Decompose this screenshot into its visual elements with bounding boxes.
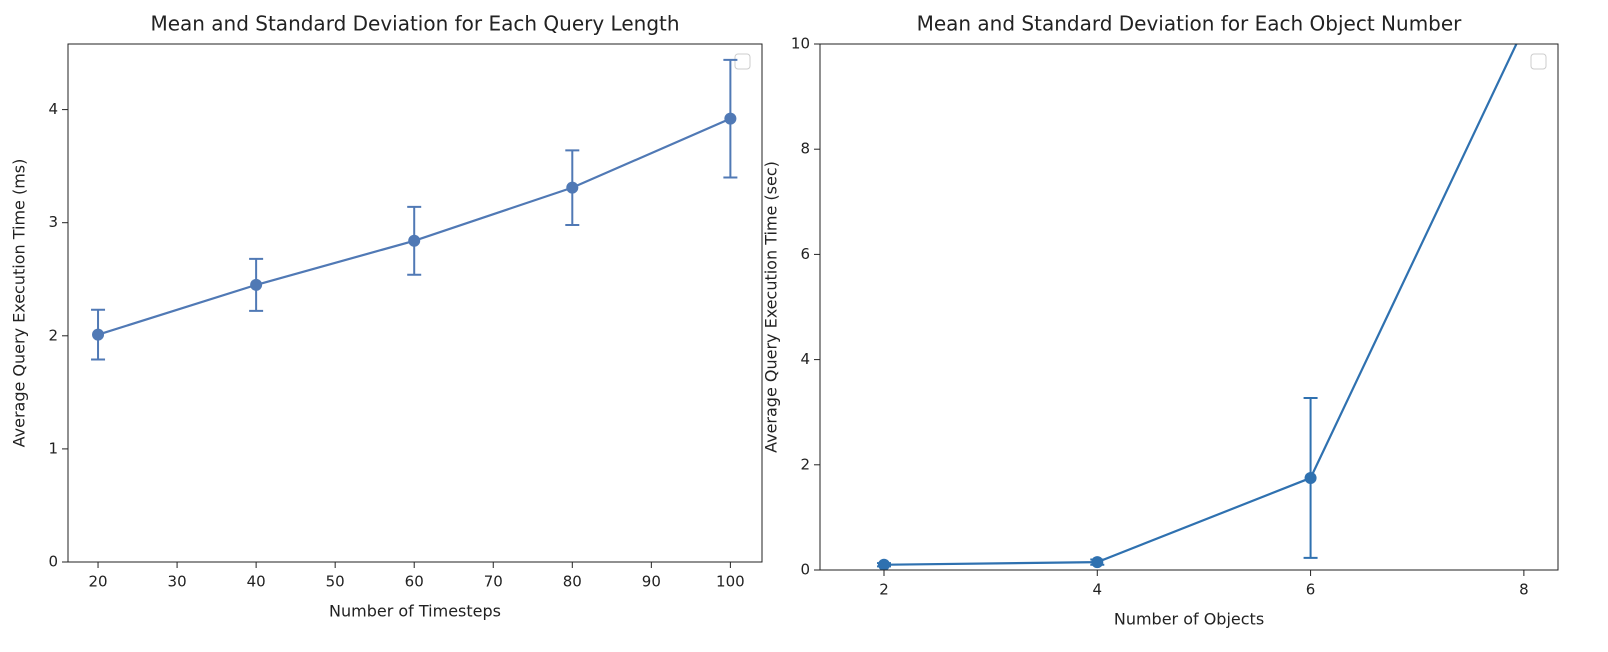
y-tick-label: 4 (48, 100, 58, 118)
y-tick-label: 3 (48, 213, 58, 231)
y-tick-label: 2 (48, 326, 58, 344)
plot-area (91, 58, 738, 361)
x-tick-label: 8 (1519, 581, 1529, 599)
chart-title: Mean and Standard Deviation for Each Obj… (917, 12, 1463, 36)
x-tick-label: 4 (1093, 581, 1103, 599)
axes-frame (67, 43, 763, 563)
point (877, 558, 890, 570)
y-axis-label: Average Query Execution Time (ms) (10, 159, 29, 448)
x-tick-label: 90 (642, 573, 661, 591)
point (1518, 22, 1530, 34)
y-tick-label: 8 (800, 140, 810, 158)
x-tick-label: 100 (716, 573, 745, 591)
point (1091, 556, 1104, 569)
x-tick-label: 6 (1306, 581, 1316, 599)
x-axis-label: Number of Timesteps (329, 602, 501, 621)
y-axis-label: Average Query Execution Time (sec) (762, 161, 781, 453)
x-tick-label: 50 (326, 573, 345, 591)
y-tick-label: 0 (800, 561, 810, 579)
y-tick-label: 10 (791, 35, 810, 53)
x-tick-label: 70 (484, 573, 503, 591)
y-tick-label: 1 (48, 439, 58, 457)
y-tick-label: 6 (800, 245, 810, 263)
x-tick-label: 80 (563, 573, 582, 591)
line (883, 44, 1518, 566)
point (250, 278, 263, 291)
point (724, 112, 737, 125)
chart-title: Mean and Standard Deviation for Each Que… (150, 12, 679, 36)
plot-area (876, 22, 1530, 570)
legend-box (734, 53, 751, 70)
point (92, 328, 105, 341)
axes-frame (819, 43, 1559, 571)
x-tick-label: 30 (168, 573, 187, 591)
x-tick-label: 40 (247, 573, 266, 591)
point (566, 181, 579, 194)
legend-box (1530, 53, 1547, 70)
y-tick-label: 2 (800, 455, 810, 473)
y-tick-label: 0 (48, 553, 58, 571)
y-tick-label: 4 (800, 350, 810, 368)
x-tick-label: 60 (405, 573, 424, 591)
x-tick-label: 20 (88, 573, 107, 591)
x-tick-label: 2 (879, 581, 889, 599)
point (1304, 471, 1317, 484)
point (408, 234, 421, 247)
x-axis-label: Number of Objects (1114, 610, 1264, 629)
